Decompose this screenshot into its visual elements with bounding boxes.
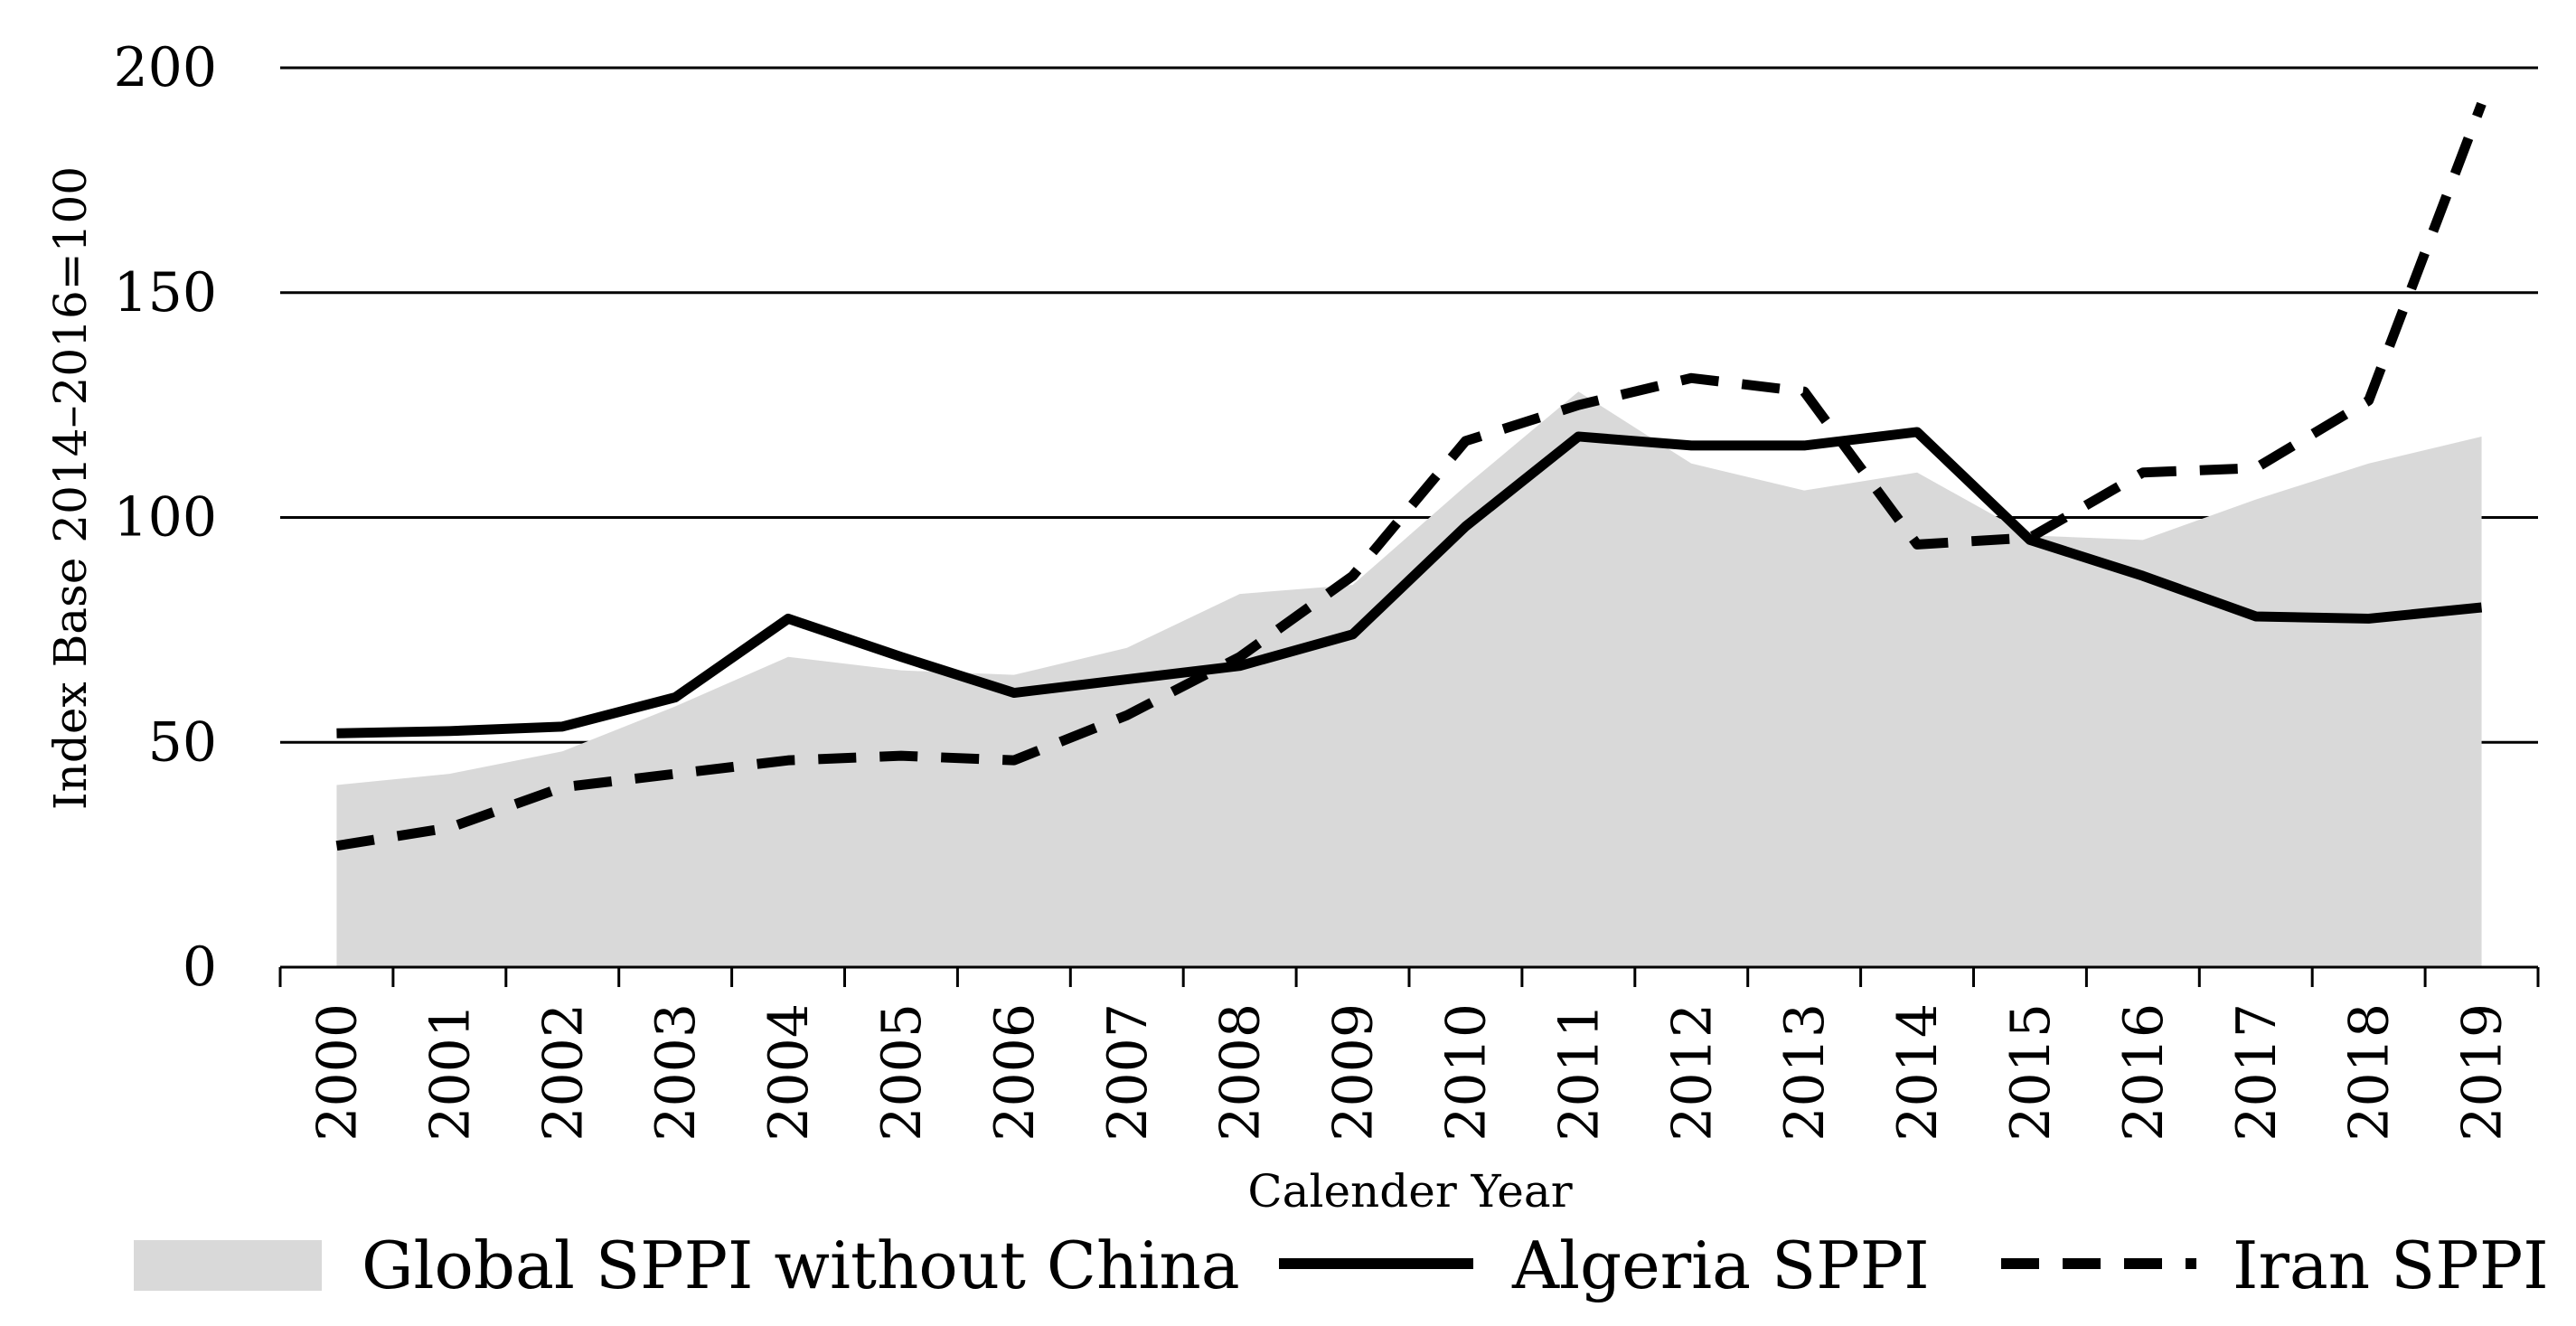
x-tick-label-2010: 2010 <box>1434 1003 1498 1142</box>
x-tick-label-2005: 2005 <box>870 1003 934 1142</box>
x-tick-label-2007: 2007 <box>1096 1003 1160 1142</box>
x-tick-label-2000: 2000 <box>306 1003 369 1142</box>
x-tick-label-2015: 2015 <box>1999 1003 2063 1142</box>
x-tick-label-2013: 2013 <box>1773 1003 1837 1142</box>
tick-labels: 0 50 100 150 200 2000 2001 2002 2003 2004 2005 2006… <box>113 36 2514 1142</box>
line-algeria-sppi <box>336 427 2483 738</box>
x-tick-label-2009: 2009 <box>1322 1003 1386 1142</box>
y-tick-label-100: 100 <box>113 486 217 550</box>
x-tick-label-2012: 2012 <box>1660 1003 1724 1142</box>
x-tick-label-2014: 2014 <box>1886 1003 1950 1142</box>
y-tick-label-200: 200 <box>113 36 217 99</box>
legend-label-algeria: Algeria SPPI <box>1511 1227 1930 1303</box>
x-tick-label-2018: 2018 <box>2338 1003 2402 1142</box>
x-tick-label-2008: 2008 <box>1209 1003 1273 1142</box>
legend-swatch-global-area <box>134 1240 322 1291</box>
axes <box>278 965 2540 987</box>
x-tick-label-2019: 2019 <box>2451 1003 2515 1142</box>
x-axis-title: Calender Year <box>1247 1165 1572 1218</box>
y-axis-title: Index Base 2014–2016=100 <box>44 166 97 810</box>
x-tick-label-2001: 2001 <box>418 1003 482 1142</box>
x-tick-label-2002: 2002 <box>531 1003 595 1142</box>
legend-item-algeria: Algeria SPPI <box>1279 1227 1930 1303</box>
x-tick-label-2003: 2003 <box>644 1003 708 1142</box>
area-global-sppi <box>336 391 2482 967</box>
legend-item-global: Global SPPI without China <box>134 1227 1240 1303</box>
x-tick-label-2011: 2011 <box>1547 1003 1611 1142</box>
global-sppi-area-layer <box>336 391 2482 967</box>
x-tick-label-2004: 2004 <box>757 1003 821 1142</box>
x-tick-label-2006: 2006 <box>983 1003 1047 1142</box>
series-lines-layer <box>335 101 2487 851</box>
x-tick-label-2016: 2016 <box>2112 1003 2176 1142</box>
x-tick-label-2017: 2017 <box>2225 1003 2289 1142</box>
legend-label-iran: Iran SPPI <box>2233 1227 2549 1303</box>
y-tick-label-0: 0 <box>183 936 217 999</box>
legend: Global SPPI without China Algeria SPPI I… <box>134 1227 2549 1303</box>
legend-item-iran: Iran SPPI <box>2001 1227 2549 1303</box>
y-tick-label-50: 50 <box>148 710 217 774</box>
legend-label-global: Global SPPI without China <box>362 1227 1240 1303</box>
y-tick-label-150: 150 <box>113 261 217 324</box>
